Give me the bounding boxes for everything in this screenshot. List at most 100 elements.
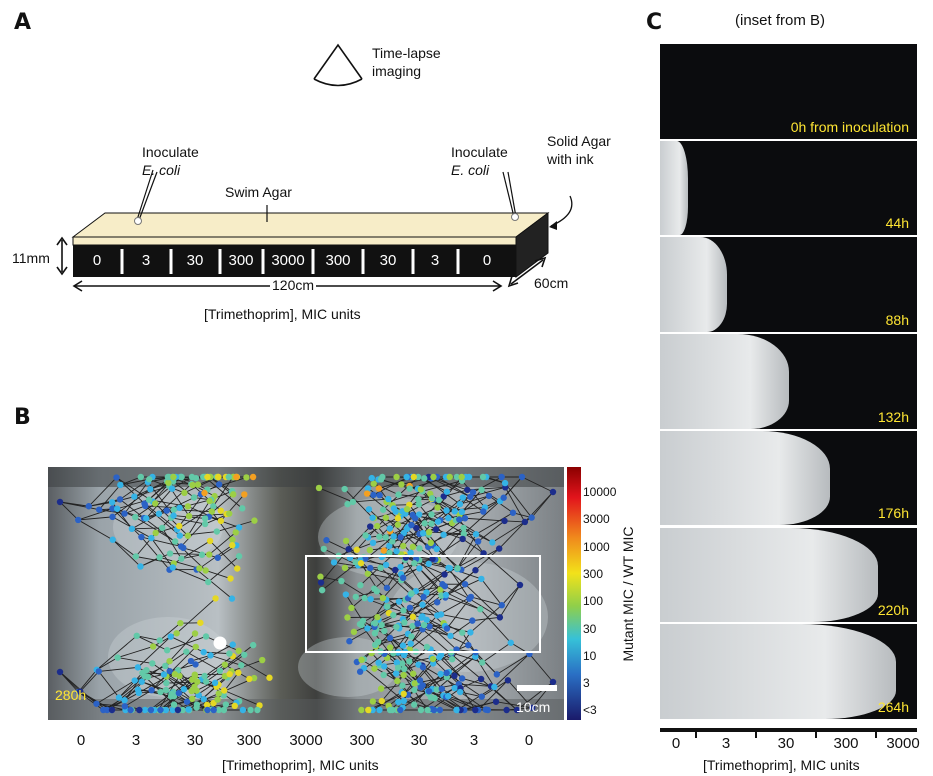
mutant-node [423, 616, 430, 624]
lineage-edge [470, 486, 506, 498]
mutant-node [152, 529, 159, 537]
lineage-edge [430, 477, 471, 498]
mutant-node [362, 555, 369, 562]
mutant-node [109, 536, 116, 543]
lineage-edge [344, 488, 373, 519]
mutant-node [201, 515, 209, 522]
mutant-node [221, 672, 229, 680]
mutant-node [241, 651, 248, 658]
mutant-node [214, 554, 221, 561]
mutant-node [428, 511, 435, 518]
mutant-node [425, 528, 433, 536]
mutant-node [241, 491, 248, 498]
mutant-node [370, 480, 377, 487]
inoculation-needles [136, 169, 517, 221]
lineage-edge [152, 476, 182, 502]
panel-c-axis-bar [660, 728, 917, 738]
mutant-node [406, 485, 413, 492]
panel-a-letter: A [14, 10, 32, 35]
lineage-edge [184, 476, 219, 494]
mutant-node [383, 584, 391, 592]
segment-label: 3 [430, 252, 440, 269]
mutant-node [437, 586, 444, 593]
mutant-node [410, 701, 418, 708]
lineage-edge [136, 635, 168, 651]
mutant-node [155, 510, 163, 517]
lineage-edge [483, 552, 521, 586]
mutant-node [365, 706, 372, 714]
mutant-node [74, 516, 82, 524]
mutant-node [250, 674, 258, 682]
mutant-node [411, 560, 418, 567]
lineage-edge [365, 515, 401, 536]
mutant-node [395, 491, 402, 498]
lineage-edge [196, 569, 233, 599]
segment-label: 300 [228, 252, 254, 269]
lineage-edge [462, 678, 492, 687]
mutant-node [440, 493, 447, 500]
mutant-node [384, 603, 391, 610]
mutant-node [369, 706, 376, 714]
mutant-node [317, 579, 325, 586]
lineage-edge [176, 598, 216, 634]
segment-label: 30 [186, 252, 204, 269]
mutant-node [461, 580, 469, 588]
mutant-node [193, 687, 200, 694]
lineage-edge [507, 680, 533, 709]
lineage-edge [470, 596, 502, 606]
mutant-node [426, 623, 433, 630]
x-tick-label: 3 [721, 735, 731, 752]
mutant-node [233, 473, 240, 481]
mutant-node [423, 643, 431, 651]
mutant-node [157, 706, 164, 714]
panel-a-axis-title: [Trimethoprim], MIC units [204, 306, 361, 322]
mutant-node [389, 538, 396, 545]
mutant-node [93, 700, 100, 707]
mutant-node [145, 496, 153, 503]
mutant-node [148, 534, 155, 542]
bacterial-front [660, 237, 727, 333]
mutant-node [479, 659, 486, 666]
mutant-node [139, 669, 146, 677]
mutant-node [438, 685, 446, 692]
mutant-node [436, 654, 443, 661]
imaging-label-line1: Time-lapse [372, 45, 441, 61]
mutant-node [159, 524, 166, 532]
mutant-node [399, 642, 407, 649]
inoculate-left-label: Inoculate E. coli [142, 143, 199, 179]
solid-agar-line1: Solid Agar [547, 133, 611, 149]
lineage-edge [98, 666, 138, 672]
mutant-node [436, 706, 444, 714]
lineage-edge [78, 516, 113, 521]
mutant-node [393, 623, 400, 631]
mutant-node [169, 706, 176, 714]
mutant-node [501, 479, 509, 487]
mutant-node [208, 508, 216, 515]
lineage-edge [203, 651, 230, 655]
mutant-node [400, 690, 407, 698]
mutant-node [433, 686, 440, 693]
lineage-edge [88, 477, 117, 507]
lineage-edge [398, 601, 418, 625]
mutant-node [386, 644, 394, 651]
colorbar-tick-label: 300 [583, 566, 604, 581]
mutant-node [362, 532, 369, 539]
mutant-node [212, 595, 219, 602]
height-label: 11mm [12, 250, 50, 266]
mutant-node [461, 515, 469, 522]
mutant-node [451, 684, 458, 692]
mutant-node [358, 706, 365, 714]
lineage-edge [412, 625, 451, 637]
mutant-node [229, 542, 236, 549]
lineage-edge [216, 520, 255, 532]
mutant-node [179, 706, 186, 714]
mutant-node [467, 593, 475, 601]
segment-label: 300 [325, 252, 351, 269]
lineage-edge [321, 560, 361, 591]
mutant-node [529, 704, 536, 712]
mutant-node [503, 706, 510, 714]
mutant-node [374, 522, 381, 530]
inoculate-left-word: Inoculate [142, 144, 199, 160]
lineage-edge [460, 691, 482, 698]
mutant-node [201, 672, 208, 680]
